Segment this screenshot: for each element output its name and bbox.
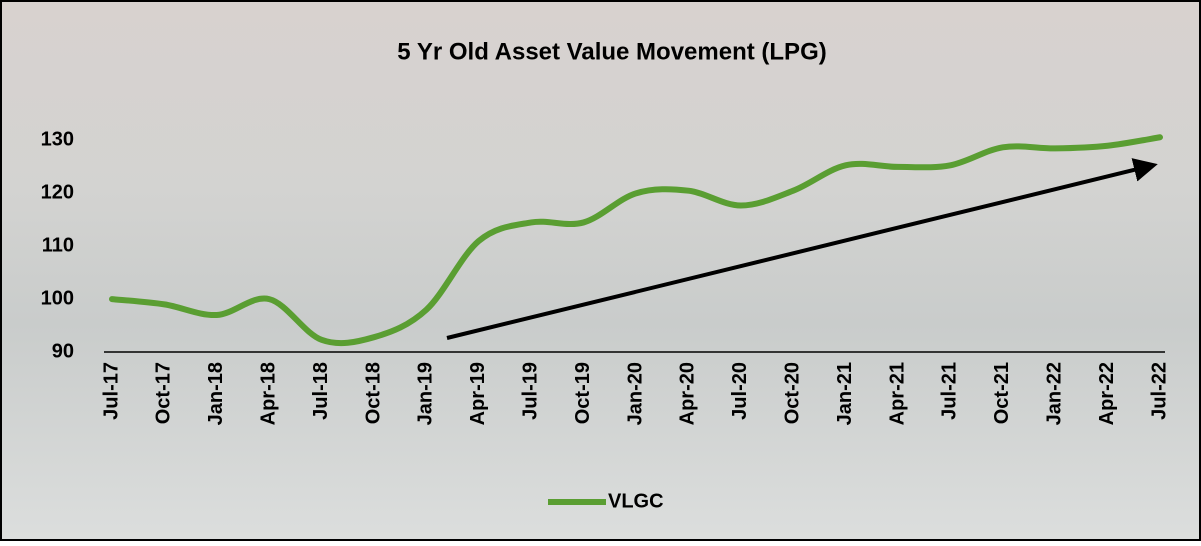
x-tick-label: Jul-18 bbox=[310, 362, 332, 420]
x-tick-label: Jan-18 bbox=[205, 362, 227, 425]
x-tick-label: Jul-20 bbox=[729, 362, 751, 420]
x-tick-label: Apr-20 bbox=[677, 362, 699, 425]
x-tick-label: Oct-20 bbox=[781, 362, 803, 424]
x-tick-label: Oct-21 bbox=[991, 362, 1013, 424]
y-tick-label: 120 bbox=[41, 182, 74, 204]
x-tick-label: Oct-18 bbox=[362, 362, 384, 424]
x-tick-label: Jan-20 bbox=[624, 362, 646, 425]
y-tick-label: 100 bbox=[41, 287, 74, 309]
y-tick-label: 130 bbox=[41, 129, 74, 151]
x-tick-label: Apr-21 bbox=[886, 362, 908, 425]
data-line bbox=[109, 134, 1163, 347]
x-tick-label: Jul-21 bbox=[939, 362, 961, 420]
x-tick-label: Apr-19 bbox=[467, 362, 489, 425]
y-tick-label: 90 bbox=[52, 340, 74, 362]
y-tick-label: 110 bbox=[42, 235, 74, 257]
x-tick-label: Oct-19 bbox=[572, 362, 594, 424]
legend-label: VLGC bbox=[608, 490, 664, 512]
x-tick-label: Jan-19 bbox=[415, 362, 437, 425]
x-tick-label: Jul-17 bbox=[100, 362, 122, 420]
x-tick-label: Jul-19 bbox=[519, 362, 541, 420]
x-tick-label: Jul-22 bbox=[1148, 362, 1170, 420]
x-tick-label: Jan-22 bbox=[1043, 362, 1065, 425]
x-tick-label: Jan-21 bbox=[834, 362, 856, 425]
trend-arrow bbox=[446, 158, 1158, 340]
x-tick-label: Apr-18 bbox=[257, 362, 279, 425]
chart-title: 5 Yr Old Asset Value Movement (LPG) bbox=[397, 38, 826, 65]
x-tick-label: Oct-17 bbox=[153, 362, 175, 424]
x-tick-label: Apr-22 bbox=[1096, 362, 1118, 425]
